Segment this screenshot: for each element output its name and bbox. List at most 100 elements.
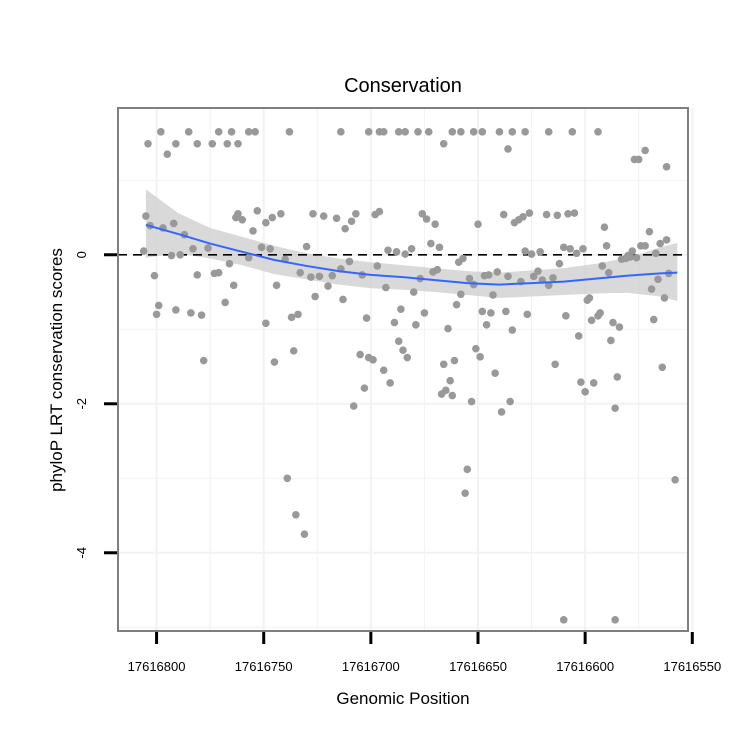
- data-point: [478, 128, 487, 136]
- data-point: [341, 224, 349, 233]
- x-tick-label: 17616700: [342, 659, 400, 674]
- data-point: [412, 320, 420, 329]
- panel-border: [117, 107, 689, 632]
- data-point: [424, 128, 433, 136]
- data-point: [521, 128, 529, 136]
- data-point: [536, 247, 544, 256]
- data-point: [394, 337, 403, 345]
- data-point: [544, 128, 553, 136]
- data-point: [384, 246, 392, 255]
- data-point: [272, 281, 281, 290]
- y-tick-label: -2: [74, 398, 89, 410]
- data-point: [435, 243, 444, 252]
- y-tick-label: 0: [74, 251, 89, 258]
- data-point: [356, 350, 364, 359]
- data-point: [187, 309, 195, 317]
- data-point: [422, 215, 431, 223]
- data-point: [527, 250, 536, 258]
- data-point: [152, 310, 161, 319]
- data-point: [347, 217, 356, 226]
- data-point: [467, 397, 476, 406]
- data-point: [478, 307, 487, 316]
- data-point: [311, 292, 319, 301]
- data-point: [257, 243, 266, 252]
- data-point: [292, 510, 300, 519]
- data-point: [484, 271, 493, 279]
- data-point: [379, 366, 388, 375]
- data-point: [566, 245, 574, 253]
- data-point: [176, 250, 184, 259]
- data-point: [457, 128, 465, 136]
- x-axis-title: Genomic Position: [336, 689, 469, 708]
- data-point: [266, 245, 274, 253]
- x-tick-label: 17616600: [556, 659, 614, 674]
- data-point: [172, 306, 180, 314]
- data-point: [553, 211, 562, 220]
- data-point: [476, 353, 484, 361]
- data-point: [472, 344, 480, 353]
- data-point: [463, 465, 472, 474]
- data-point: [392, 247, 401, 256]
- data-point: [506, 397, 514, 406]
- data-point: [562, 312, 570, 320]
- data-point: [268, 213, 277, 222]
- data-point: [523, 310, 532, 319]
- data-point: [632, 253, 641, 262]
- data-point: [223, 139, 232, 148]
- y-tick-label: -4: [74, 547, 89, 559]
- data-point: [495, 128, 504, 136]
- data-point: [204, 244, 212, 252]
- data-point: [337, 128, 345, 136]
- data-point: [587, 316, 596, 325]
- data-point: [229, 281, 238, 290]
- data-point: [433, 265, 442, 274]
- data-point: [339, 295, 347, 304]
- data-point: [662, 163, 671, 171]
- data-point: [469, 128, 478, 136]
- data-point: [448, 128, 457, 136]
- data-point: [373, 262, 382, 270]
- data-point: [287, 313, 296, 322]
- data-point: [221, 298, 229, 307]
- data-point: [294, 310, 302, 319]
- data-point: [352, 209, 360, 218]
- data-point: [234, 209, 242, 218]
- data-point: [345, 257, 354, 266]
- data-point: [360, 384, 369, 392]
- chart-title: Conservation: [344, 75, 462, 97]
- data-point: [379, 128, 388, 136]
- data-point: [525, 209, 534, 217]
- x-tick-label: 17616750: [235, 659, 293, 674]
- data-point: [414, 128, 422, 136]
- x-tick-label: 17616650: [449, 659, 507, 674]
- data-point: [139, 247, 148, 255]
- data-point: [450, 356, 459, 365]
- data-point: [542, 210, 551, 219]
- data-point: [300, 530, 309, 538]
- data-point: [649, 315, 658, 324]
- data-point: [652, 249, 660, 258]
- data-point: [439, 139, 448, 148]
- data-point: [439, 360, 448, 369]
- data-point: [262, 218, 270, 227]
- data-point: [397, 305, 405, 313]
- data-point: [244, 253, 253, 262]
- data-point: [142, 212, 150, 220]
- confidence-ribbon-layer: [145, 189, 678, 301]
- data-point: [270, 358, 279, 366]
- data-point: [508, 326, 517, 334]
- data-point: [493, 268, 502, 276]
- data-point: [615, 323, 624, 331]
- data-point: [662, 236, 671, 244]
- data-point: [660, 294, 669, 302]
- data-point: [551, 360, 559, 369]
- data-point: [596, 309, 604, 317]
- x-tick-label: 17616800: [128, 659, 186, 674]
- data-point: [589, 379, 598, 387]
- data-point: [555, 259, 564, 268]
- data-point: [390, 318, 399, 327]
- data-point: [602, 242, 611, 250]
- data-point: [482, 320, 491, 329]
- data-point: [189, 245, 197, 253]
